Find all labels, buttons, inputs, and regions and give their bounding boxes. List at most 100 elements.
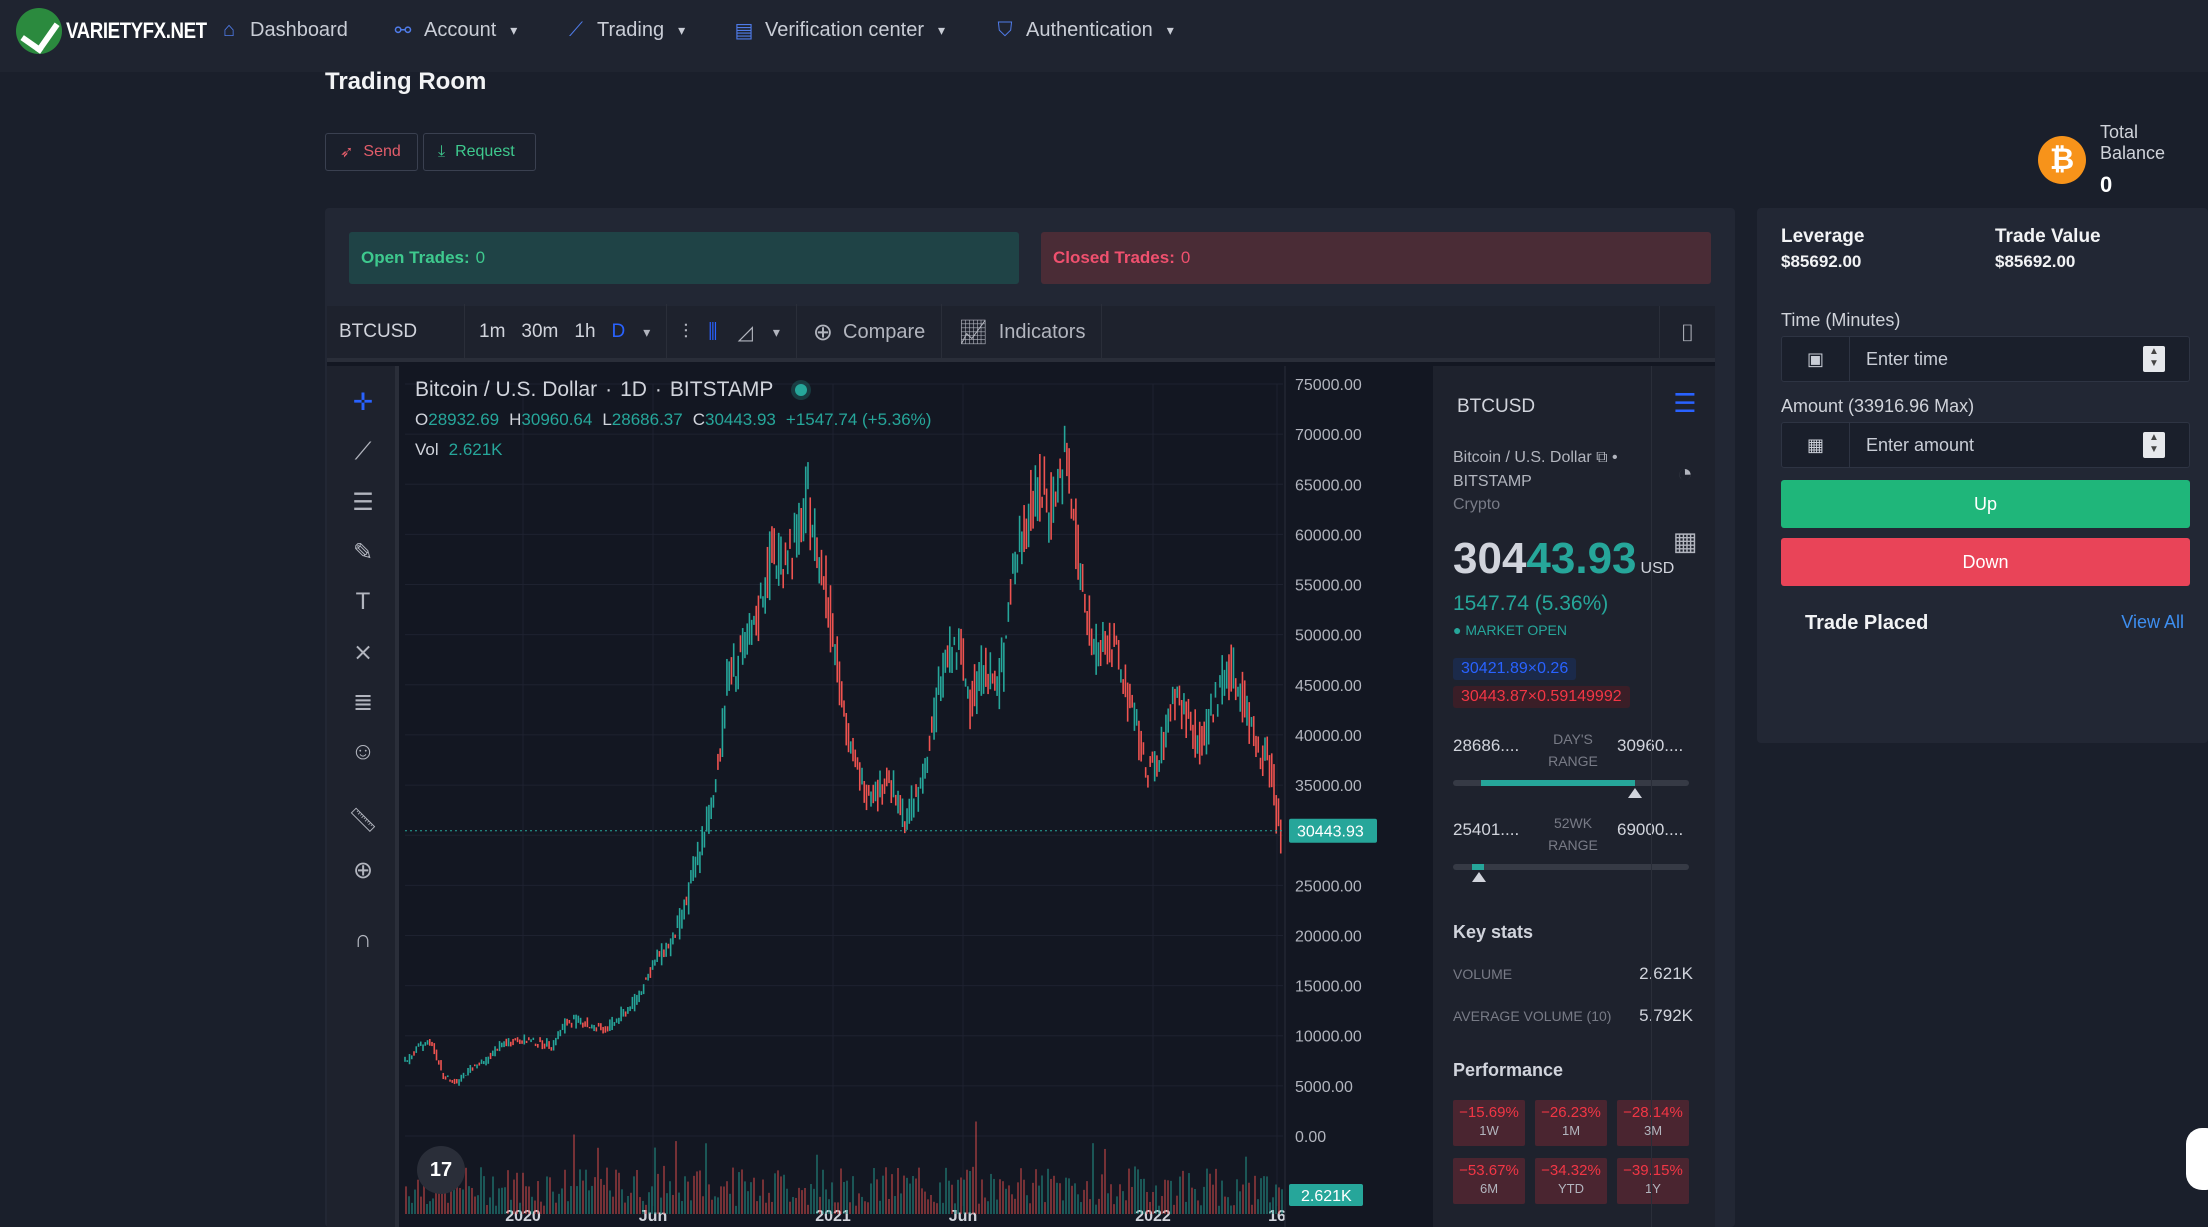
legend-vol-value: 2.621K	[448, 440, 503, 459]
volume-bar	[903, 1175, 905, 1214]
volume-bar	[516, 1172, 518, 1214]
zoom-in-icon[interactable]: ⊕	[352, 856, 374, 884]
interval-d[interactable]: D	[611, 321, 626, 342]
volume-bar	[573, 1134, 575, 1214]
time-input[interactable]: ▣ Enter time ▲ ▼	[1781, 336, 2190, 382]
time-label: Time (Minutes)	[1781, 310, 1901, 330]
tradingview-logo[interactable]: 17	[417, 1146, 465, 1194]
open-trades[interactable]: Open Trades: 0	[349, 232, 1019, 284]
volume-bar	[711, 1199, 713, 1214]
calendar-icon[interactable]: ▦	[1672, 525, 1698, 556]
nav-trading[interactable]: ⟋ Trading ▾	[565, 0, 685, 60]
chevron-down-icon[interactable]: ▾	[643, 323, 651, 340]
interval-1m[interactable]: 1m	[479, 321, 506, 342]
watchlist-icon[interactable]: ☰	[1673, 387, 1697, 418]
volume-bar	[690, 1200, 692, 1214]
volume-bar	[1185, 1201, 1187, 1214]
indicators-button[interactable]: 📈︎ Indicators	[948, 318, 1095, 347]
volume-bar	[1134, 1166, 1136, 1214]
volume-bar	[639, 1197, 641, 1214]
text-icon[interactable]: T	[355, 588, 371, 615]
volume-bar	[873, 1168, 875, 1214]
chevron-down-icon: ▾	[937, 21, 946, 38]
candlestick-icon[interactable]: ⫼	[708, 320, 718, 343]
volume-bar	[519, 1202, 521, 1214]
bar-chart-icon[interactable]: ⫶	[683, 320, 689, 343]
stat-volume: VOLUME 2.621K	[1453, 964, 1693, 983]
magnet-icon[interactable]: ∩	[354, 926, 372, 953]
volume-bar	[942, 1202, 944, 1214]
volume-bar	[432, 1198, 434, 1214]
request-label: Request	[455, 143, 515, 160]
crosshair-icon[interactable]: ✛	[352, 388, 374, 416]
nav-verification[interactable]: ▤ Verification center ▾	[733, 0, 945, 60]
down-button[interactable]: Down	[1781, 538, 2190, 586]
volume-bar	[984, 1197, 986, 1214]
external-link-icon[interactable]: ⧉	[1596, 449, 1608, 466]
camera-icon[interactable]: ⌷	[1659, 306, 1715, 362]
amount-stepper[interactable]: ▲ ▼	[2143, 432, 2165, 458]
brush-icon[interactable]: ✎	[352, 538, 374, 566]
symbol-search[interactable]: BTCUSD	[327, 304, 465, 360]
area-chart-icon[interactable]: ◿	[737, 321, 753, 344]
volume-bar	[594, 1177, 596, 1214]
volume-bar	[408, 1196, 410, 1214]
up-button[interactable]: Up	[1781, 480, 2190, 528]
volume-bar	[1146, 1192, 1148, 1214]
ruler-icon[interactable]: 📏︎	[347, 806, 379, 834]
brand-logo[interactable]: VARIETYFX.NET	[16, 8, 231, 54]
nav-account[interactable]: ⚯ Account ▾	[392, 0, 518, 60]
volume-bar	[747, 1191, 749, 1214]
volume-bar	[1050, 1178, 1052, 1214]
time-placeholder[interactable]: Enter time	[1866, 348, 1949, 369]
emoji-icon[interactable]: ☺	[350, 738, 376, 765]
chat-widget-tab[interactable]	[2186, 1128, 2208, 1190]
volume-bar	[849, 1202, 851, 1214]
send-button[interactable]: ➶ Send	[325, 133, 418, 171]
nav-authentication[interactable]: ⛉ Authentication ▾	[994, 0, 1174, 60]
forecast-icon[interactable]: ≣	[352, 688, 374, 716]
key-stats-heading: Key stats	[1453, 922, 1534, 942]
legend-interval: 1D	[620, 378, 647, 401]
price-chart[interactable]: 75000.00 70000.00 65000.00 60000.00 55000.00…	[403, 366, 1429, 1227]
volume-bar	[1119, 1184, 1121, 1214]
chevron-down-icon[interactable]: ▾	[772, 323, 780, 340]
volume-bar	[1038, 1185, 1040, 1214]
perf-1w-value: −15.69%	[1459, 1104, 1519, 1121]
volume-bar	[771, 1201, 773, 1214]
request-button[interactable]: ⤓ Request	[423, 133, 536, 171]
time-stepper[interactable]: ▲ ▼	[2143, 346, 2165, 372]
volume-bar	[1101, 1174, 1103, 1214]
y-tick-label: 75000.00	[1295, 377, 1362, 394]
volume-bar	[537, 1181, 539, 1214]
view-all-link[interactable]: View All	[2121, 612, 2184, 632]
hotlist-icon[interactable]: ◔	[1677, 457, 1693, 488]
interval-30m[interactable]: 30m	[521, 321, 559, 342]
volume-bar	[627, 1195, 629, 1214]
volume-bar	[963, 1179, 965, 1214]
compare-button[interactable]: ⊕ Compare	[803, 318, 935, 347]
volume-bar	[1182, 1170, 1184, 1214]
volume-bar	[996, 1199, 998, 1214]
volume-bar	[1266, 1176, 1268, 1214]
y-tick-label: 25000.00	[1295, 878, 1362, 895]
volume-bar	[1197, 1200, 1199, 1214]
volume-bar	[1215, 1168, 1217, 1214]
volume-bar	[495, 1205, 497, 1214]
interval-1h[interactable]: 1h	[574, 321, 596, 342]
volume-bar	[870, 1183, 872, 1214]
volume-bar	[522, 1172, 524, 1214]
nav-dashboard[interactable]: ⌂ Dashboard	[218, 0, 348, 60]
pattern-icon[interactable]: ⨯	[352, 638, 374, 666]
closed-trades[interactable]: Closed Trades: 0	[1041, 232, 1711, 284]
amount-placeholder[interactable]: Enter amount	[1866, 434, 1975, 455]
volume-bar	[441, 1184, 443, 1214]
amount-input[interactable]: ▦ Enter amount ▲ ▼	[1781, 422, 2190, 468]
volume-bar	[1023, 1179, 1025, 1214]
trend-line-icon[interactable]: ⟋	[354, 438, 372, 465]
balance-label: Total Balance	[2099, 122, 2166, 163]
horizontal-lines-icon[interactable]: ☰	[352, 488, 374, 516]
volume-bar	[675, 1141, 677, 1214]
volume-bar	[741, 1169, 743, 1214]
chart-canvas[interactable]: 75000.00 70000.00 65000.00 60000.00 55000.00…	[403, 366, 1429, 1227]
